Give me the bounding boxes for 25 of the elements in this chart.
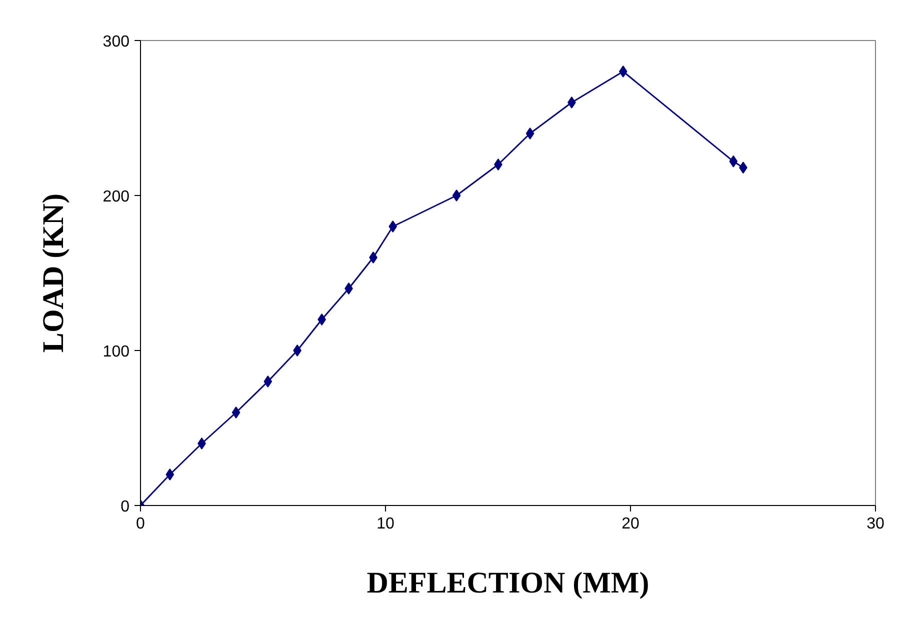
y-tick-label: 100 <box>102 344 130 360</box>
point <box>166 468 174 480</box>
point <box>729 155 738 168</box>
point <box>452 190 461 202</box>
point <box>198 438 206 450</box>
point <box>318 314 326 326</box>
y-tick-label: 300 <box>102 34 130 50</box>
x-tick-label: 0 <box>136 516 146 532</box>
y-tick-label: 200 <box>102 188 130 206</box>
x-tick-label: 10 <box>376 516 394 532</box>
y-axis-title: LOAD (KN) <box>36 193 70 353</box>
y-tick-label: 0 <box>120 498 130 516</box>
point <box>568 96 576 108</box>
point <box>494 158 502 170</box>
point <box>388 220 398 232</box>
point <box>264 376 272 388</box>
point <box>526 128 534 140</box>
point <box>232 406 240 418</box>
x-axis-title: DEFLECTION (MM) <box>366 566 650 600</box>
point <box>293 344 302 356</box>
point <box>369 252 378 264</box>
point <box>618 66 628 78</box>
x-tick-label: 20 <box>622 516 640 532</box>
point <box>344 282 353 294</box>
x-tick-label: 30 <box>866 516 884 532</box>
